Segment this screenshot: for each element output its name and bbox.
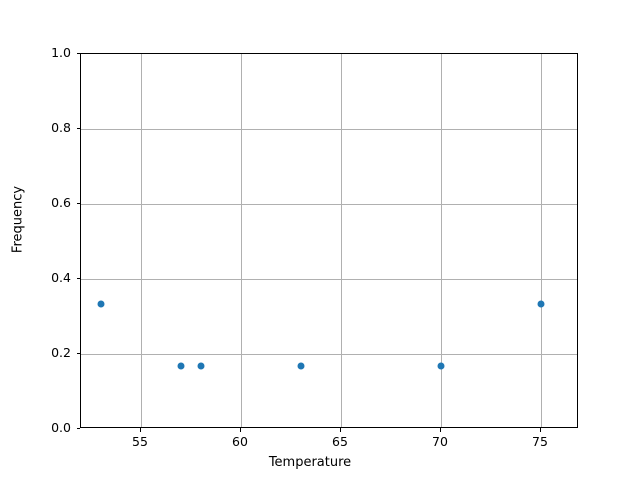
y-tick-label: 0.0 [51, 420, 71, 435]
x-tick-label: 70 [432, 434, 448, 449]
y-tick-label: 0.2 [51, 345, 71, 360]
y-tick-label: 1.0 [51, 45, 71, 60]
scatter-point [177, 362, 185, 370]
x-tick-label: 60 [232, 434, 248, 449]
x-axis-label: Temperature [0, 455, 640, 470]
y-tick-mark [76, 203, 80, 204]
x-axis-label-text: Temperature [268, 455, 352, 470]
y-tick-mark [76, 428, 80, 429]
scatter-point [437, 362, 445, 370]
x-tick-mark [340, 428, 341, 432]
x-tick-mark [240, 428, 241, 432]
gridline-vertical [341, 54, 342, 427]
x-tick-mark [140, 428, 141, 432]
plot-axes-area [80, 53, 578, 428]
gridline-vertical [241, 54, 242, 427]
gridline-horizontal [81, 129, 577, 130]
y-tick-mark [76, 278, 80, 279]
gridline-vertical [141, 54, 142, 427]
y-tick-mark [76, 53, 80, 54]
y-tick-label: 0.6 [51, 195, 71, 210]
y-tick-label: 0.8 [51, 120, 71, 135]
x-tick-mark [540, 428, 541, 432]
gridline-vertical [541, 54, 542, 427]
y-tick-mark [76, 128, 80, 129]
gridline-horizontal [81, 354, 577, 355]
x-tick-label: 65 [332, 434, 348, 449]
gridline-horizontal [81, 279, 577, 280]
x-tick-label: 75 [532, 434, 548, 449]
y-axis-label: Frequency [10, 185, 26, 254]
gridline-vertical [441, 54, 442, 427]
y-tick-label: 0.4 [51, 270, 71, 285]
scatter-point [537, 300, 545, 308]
scatter-point [297, 362, 305, 370]
y-tick-mark [76, 353, 80, 354]
x-tick-label: 55 [132, 434, 148, 449]
scatter-point [197, 362, 205, 370]
gridline-horizontal [81, 204, 577, 205]
x-tick-mark [440, 428, 441, 432]
scatter-point [97, 300, 105, 308]
